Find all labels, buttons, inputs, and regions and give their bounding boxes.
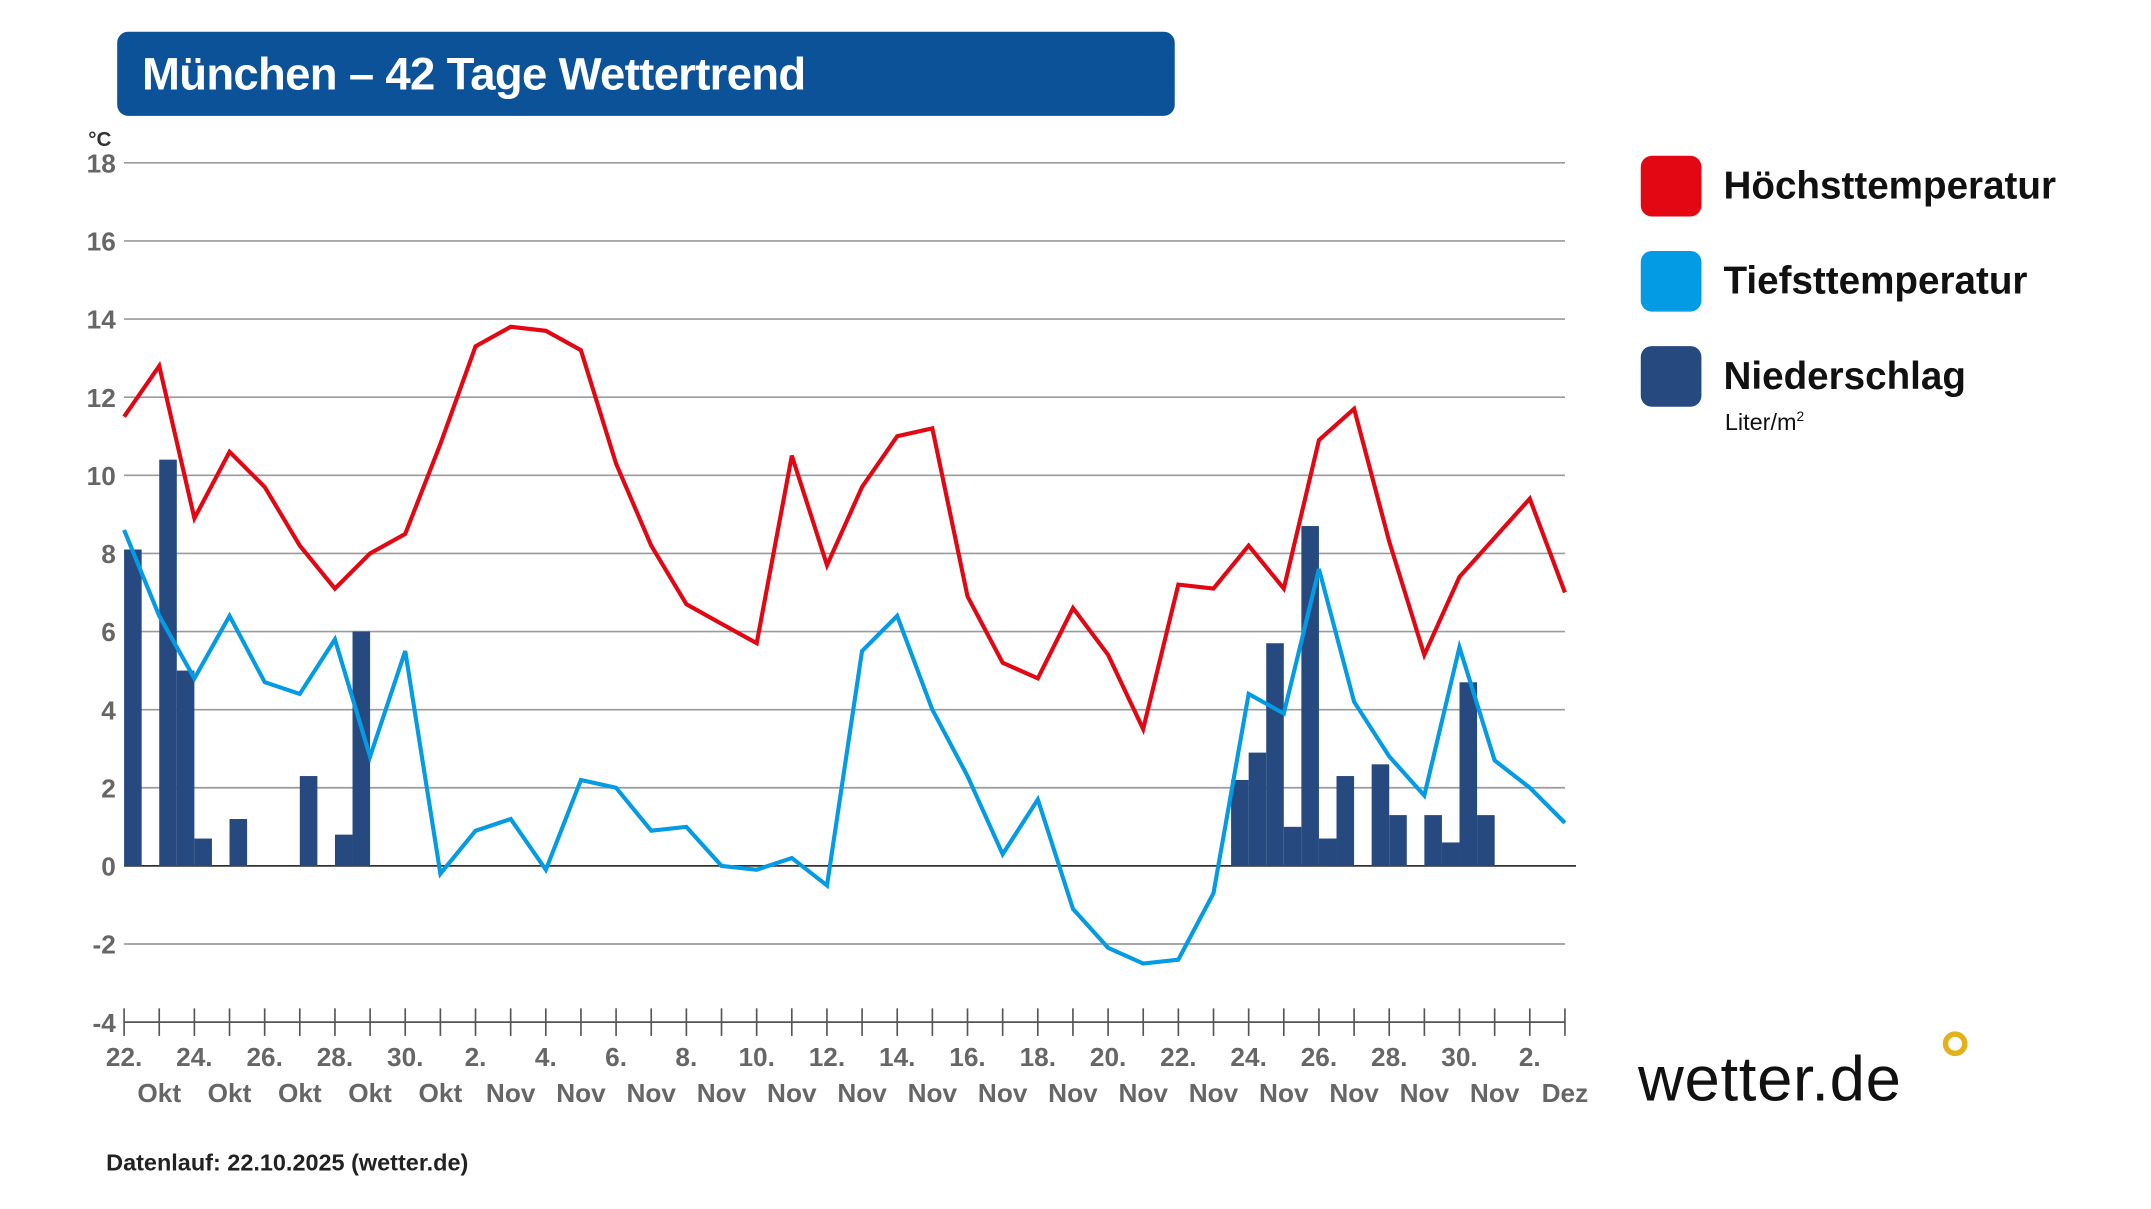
y-tick-label: 4 bbox=[101, 695, 116, 725]
precip-bar bbox=[1336, 776, 1355, 866]
precip-bar bbox=[229, 819, 248, 866]
x-tick-month: Nov bbox=[1470, 1078, 1520, 1108]
legend-label-precip: Niederschlag bbox=[1723, 354, 1966, 398]
x-tick-month: Nov bbox=[978, 1078, 1028, 1108]
min-temp-line bbox=[122, 529, 1567, 966]
precip-bar bbox=[1389, 815, 1407, 866]
x-tick-day: 16. bbox=[949, 1042, 985, 1072]
y-tick-label: 10 bbox=[87, 461, 116, 491]
x-tick-month: Nov bbox=[837, 1078, 887, 1108]
precip-bar bbox=[124, 549, 142, 866]
x-tick-day: 18. bbox=[1020, 1042, 1056, 1072]
y-axis-unit: °C bbox=[88, 128, 111, 151]
precip-bar bbox=[159, 459, 177, 866]
legend-item-precip: Niederschlag bbox=[1640, 346, 1966, 407]
y-tick-label: 8 bbox=[101, 539, 116, 569]
max-temp-line bbox=[122, 324, 1567, 736]
x-tick-day: 14. bbox=[879, 1042, 915, 1072]
x-tick-day: 30. bbox=[1441, 1042, 1477, 1072]
x-tick-day: 24. bbox=[1230, 1042, 1266, 1072]
x-tick-month: Nov bbox=[1189, 1078, 1239, 1108]
precip-bar bbox=[334, 834, 353, 866]
precip-bar bbox=[352, 631, 371, 866]
precip-bar bbox=[1301, 526, 1319, 866]
precip-bar bbox=[1477, 815, 1495, 866]
y-tick-label: -2 bbox=[93, 930, 116, 960]
legend-swatch-min bbox=[1640, 250, 1702, 312]
x-tick-day: 28. bbox=[317, 1042, 353, 1072]
precip-bar bbox=[1459, 682, 1478, 866]
x-tick-day: 26. bbox=[1301, 1042, 1337, 1072]
legend-item-min-temp: Tiefsttemperatur bbox=[1640, 250, 2028, 312]
x-tick-day: 6. bbox=[605, 1042, 627, 1072]
x-tick-day: 22. bbox=[106, 1042, 142, 1072]
x-tick-month: Nov bbox=[908, 1078, 958, 1108]
x-tick-month: Nov bbox=[1400, 1078, 1450, 1108]
x-tick-month: Dez bbox=[1542, 1078, 1589, 1108]
x-tick-month: Nov bbox=[626, 1078, 676, 1108]
precip-bar bbox=[1318, 838, 1337, 866]
x-tick-month: Nov bbox=[1118, 1078, 1168, 1108]
precip-bar bbox=[1231, 779, 1249, 866]
precip-unit: Liter/m2 bbox=[1725, 410, 1804, 438]
legend-item-max-temp: Höchsttemperatur bbox=[1640, 155, 2057, 217]
y-tick-label: 18 bbox=[87, 148, 116, 178]
x-tick-month: Nov bbox=[556, 1078, 606, 1108]
x-tick-day: 8. bbox=[675, 1042, 697, 1072]
x-tick-day: 2. bbox=[1519, 1042, 1541, 1072]
x-tick-month: Nov bbox=[1259, 1078, 1309, 1108]
legend-swatch-precip bbox=[1640, 346, 1702, 407]
legend-label-min: Tiefsttemperatur bbox=[1723, 259, 2028, 302]
x-tick-day: 2. bbox=[465, 1042, 487, 1072]
chart-title: München – 42 Tage Wettertrend bbox=[117, 31, 1175, 116]
x-tick-month: Nov bbox=[1329, 1078, 1379, 1108]
y-tick-label: -4 bbox=[93, 1008, 117, 1038]
x-tick-day: 30. bbox=[387, 1042, 423, 1072]
x-tick-month: Nov bbox=[767, 1078, 817, 1108]
x-tick-day: 22. bbox=[1160, 1042, 1196, 1072]
precip-bar bbox=[1441, 842, 1460, 866]
x-tick-month: Okt bbox=[208, 1078, 252, 1108]
y-tick-label: 6 bbox=[101, 617, 116, 647]
x-tick-month: Okt bbox=[348, 1078, 392, 1108]
x-tick-day: 20. bbox=[1090, 1042, 1126, 1072]
y-tick-label: 2 bbox=[101, 773, 116, 803]
x-tick-month: Nov bbox=[1048, 1078, 1098, 1108]
precip-bar bbox=[1266, 643, 1284, 866]
x-tick-month: Nov bbox=[697, 1078, 747, 1108]
data-run-footer: Datenlauf: 22.10.2025 (wetter.de) bbox=[106, 1149, 469, 1177]
x-tick-day: 26. bbox=[246, 1042, 282, 1072]
precip-bar bbox=[176, 670, 195, 866]
y-tick-label: 16 bbox=[87, 227, 116, 257]
wetter-de-logo: wetter.de bbox=[1638, 1042, 1902, 1115]
x-tick-day: 4. bbox=[535, 1042, 557, 1072]
precip-unit-text: Liter/m bbox=[1724, 409, 1797, 436]
x-tick-day: 12. bbox=[809, 1042, 845, 1072]
legend-label-max: Höchsttemperatur bbox=[1723, 164, 2057, 207]
x-tick-month: Okt bbox=[278, 1078, 322, 1108]
y-tick-label: 0 bbox=[101, 852, 116, 882]
x-tick-day: 28. bbox=[1371, 1042, 1407, 1072]
precip-bar bbox=[1248, 752, 1267, 866]
logo-dot-icon bbox=[1942, 1031, 1968, 1057]
x-tick-month: Okt bbox=[137, 1078, 181, 1108]
precip-unit-sup: 2 bbox=[1796, 409, 1805, 426]
x-tick-day: 24. bbox=[176, 1042, 212, 1072]
precip-bar bbox=[194, 838, 212, 866]
legend-swatch-max bbox=[1640, 155, 1702, 217]
x-tick-day: 10. bbox=[738, 1042, 774, 1072]
y-tick-label: 12 bbox=[87, 383, 116, 413]
precip-bar bbox=[1424, 815, 1442, 866]
precip-bar bbox=[1371, 764, 1390, 866]
x-tick-month: Okt bbox=[419, 1078, 463, 1108]
x-tick-month: Nov bbox=[486, 1078, 536, 1108]
chart-area: °C-4-202468101214161822.Okt24.Okt26.Okt2… bbox=[87, 128, 1589, 1108]
precip-bar bbox=[1283, 826, 1302, 866]
precip-bar bbox=[299, 776, 318, 866]
y-tick-label: 14 bbox=[87, 305, 117, 335]
